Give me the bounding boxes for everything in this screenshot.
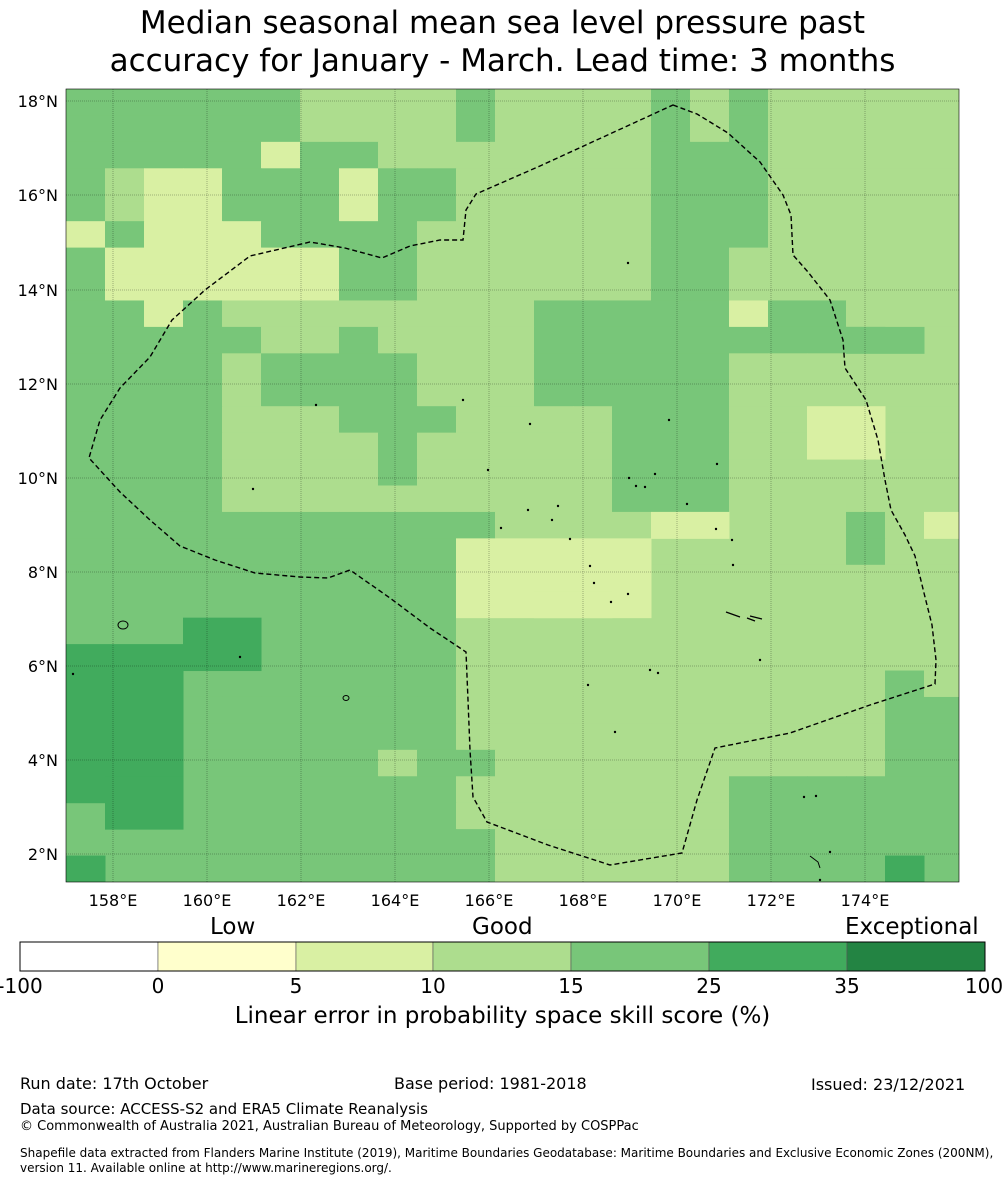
island-marker <box>715 462 719 466</box>
colorbar-segment <box>19 941 159 972</box>
atoll-outline <box>809 855 821 869</box>
island-marker <box>251 487 255 491</box>
colorbar-tick: 10 <box>420 974 446 998</box>
island-marker <box>714 527 718 531</box>
eez-boundary <box>88 104 937 866</box>
atoll-outline <box>725 611 763 622</box>
colorbar-tick: 35 <box>834 974 860 998</box>
lat-tick-label: 2°N <box>28 845 58 864</box>
colorbar-segment <box>708 941 848 972</box>
colorbar-segment <box>846 941 986 972</box>
island-marker <box>528 422 532 426</box>
lon-tick-label: 172°E <box>747 891 796 910</box>
island-marker <box>656 671 660 675</box>
island-marker <box>730 538 734 542</box>
lat-tick-label: 6°N <box>28 657 58 676</box>
lon-tick-label: 166°E <box>465 891 514 910</box>
axis-tick-labels: 158°E 160°E 162°E 164°E 166°E 168°E 170°E 172°E… <box>18 92 890 910</box>
island-marker <box>828 850 832 854</box>
island-marker <box>609 600 613 604</box>
island-marker <box>499 526 503 530</box>
island-marker <box>802 795 806 799</box>
colorbar-category-exceptional: Exceptional <box>845 914 979 940</box>
island-marker <box>626 592 630 596</box>
atoll-outline <box>117 620 129 630</box>
skill-grid <box>66 89 959 882</box>
colorbar-tick: 15 <box>558 974 584 998</box>
island-marker <box>758 658 762 662</box>
map-frame <box>65 88 960 883</box>
island-marker <box>592 581 596 585</box>
colorbar-segment <box>295 941 434 972</box>
lat-tick-label: 4°N <box>28 751 58 770</box>
lon-tick-label: 162°E <box>277 891 326 910</box>
colorbar <box>19 941 986 972</box>
lat-tick-label: 8°N <box>28 563 58 582</box>
colorbar-tick: 100 <box>964 974 1004 998</box>
island-marker <box>568 537 572 541</box>
island-marker <box>613 730 617 734</box>
island-marker <box>648 668 652 672</box>
colorbar-tick: 25 <box>696 974 722 998</box>
island-marker <box>461 398 465 402</box>
colorbar-segment <box>157 941 297 972</box>
island-marker <box>556 504 560 508</box>
island-marker <box>626 261 630 265</box>
island-marker <box>814 794 818 798</box>
skill-map: 158°E 160°E 162°E 164°E 166°E 168°E 170°E 172°E… <box>18 88 960 910</box>
lon-tick-label: 168°E <box>559 891 608 910</box>
coastlines <box>71 261 832 882</box>
island-marker <box>526 508 530 512</box>
issued-date: Issued: 23/12/2021 <box>811 1075 966 1094</box>
colorbar-frame <box>19 941 986 972</box>
island-marker <box>71 672 75 676</box>
lat-tick-label: 14°N <box>18 281 58 300</box>
shapefile-credit: Shapefile data extracted from Flanders M… <box>20 1146 994 1175</box>
chart-title: Median seasonal mean sea level pressure … <box>0 4 1005 80</box>
island-marker <box>643 485 647 489</box>
island-marker <box>550 518 554 522</box>
lat-tick-label: 10°N <box>18 469 58 488</box>
island-marker <box>627 476 631 480</box>
island-marker <box>238 655 242 659</box>
base-period: Base period: 1981-2018 <box>394 1074 587 1093</box>
colorbar-tick: 0 <box>151 974 165 998</box>
atoll-outline <box>342 695 350 701</box>
island-marker <box>653 472 657 476</box>
colorbar-category-good: Good <box>472 914 533 940</box>
lat-tick-label: 18°N <box>18 92 58 111</box>
colorbar-segment <box>432 941 572 972</box>
graticule <box>66 89 959 882</box>
run-date: Run date: 17th October <box>20 1074 209 1093</box>
island-marker <box>486 468 490 472</box>
island-marker <box>314 403 318 407</box>
lon-tick-label: 174°E <box>841 891 890 910</box>
title-line-1: Median seasonal mean sea level pressure … <box>139 5 866 41</box>
island-marker <box>634 484 638 488</box>
island-marker <box>586 683 590 687</box>
lon-tick-label: 164°E <box>371 891 420 910</box>
lat-tick-label: 12°N <box>18 375 58 394</box>
island-marker <box>818 878 822 882</box>
island-marker <box>588 564 592 568</box>
colorbar-tick: 5 <box>289 974 303 998</box>
lon-tick-label: 160°E <box>183 891 232 910</box>
colorbar-category-low: Low <box>210 914 256 940</box>
island-marker <box>731 563 735 567</box>
island-marker <box>685 502 689 506</box>
data-source: Data source: ACCESS-S2 and ERA5 Climate … <box>20 1100 428 1118</box>
island-marker <box>667 418 671 422</box>
colorbar-segment <box>570 941 710 972</box>
copyright: © Commonwealth of Australia 2021, Austra… <box>20 1119 639 1134</box>
lon-tick-label: 170°E <box>653 891 702 910</box>
colorbar-label: Linear error in probability space skill … <box>234 1003 771 1029</box>
lat-tick-label: 16°N <box>18 186 58 205</box>
lon-tick-label: 158°E <box>89 891 138 910</box>
colorbar-tick: -100 <box>0 974 43 998</box>
title-line-2: accuracy for January - March. Lead time:… <box>109 43 896 79</box>
